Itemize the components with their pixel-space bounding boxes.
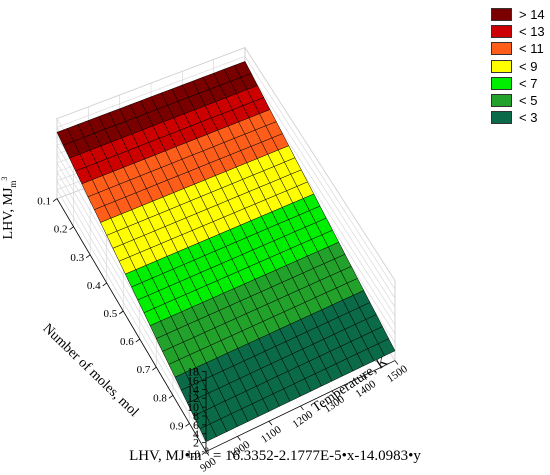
- y-tick-label: 0.1: [37, 196, 51, 208]
- y-tick-label: 0.4: [87, 280, 101, 292]
- legend-item: < 3: [491, 109, 545, 126]
- legend-item: < 7: [491, 75, 545, 92]
- y-tick-label: 0.6: [120, 336, 134, 348]
- x-tick-0: [205, 451, 210, 456]
- y-tick-label: 0.9: [170, 420, 184, 432]
- legend-label: > 14: [519, 7, 545, 23]
- x-tick-label: 1100: [259, 423, 284, 445]
- legend-swatch: [491, 111, 512, 125]
- legend-swatch: [491, 59, 512, 73]
- z-tick-label: 18: [187, 365, 199, 379]
- y-tick-0: [52, 198, 58, 202]
- y-tick-label: 1.0: [186, 449, 200, 461]
- y-tick-6: [152, 366, 157, 371]
- y-tick-label: 0.3: [70, 252, 84, 264]
- y-tick-9: [201, 451, 207, 455]
- x-tick-1: [237, 436, 241, 441]
- equation-superscript: -3: [201, 446, 210, 456]
- equation-body: = 16.3352-2.1777E-5•x-14.0983•y: [209, 448, 421, 464]
- y-tick-label: 0.7: [137, 364, 151, 376]
- z-tick-label: 4: [193, 427, 199, 441]
- legend-label: < 13: [519, 24, 545, 40]
- surface: [56, 61, 396, 443]
- z-tick-label: 16: [187, 373, 199, 387]
- y-tick-label: 0.5: [103, 308, 117, 320]
- y-tick-2: [85, 254, 91, 259]
- legend-item: < 5: [491, 92, 545, 109]
- legend-swatch: [491, 42, 512, 56]
- z-axis-title: LHV, MJm3: [0, 177, 18, 240]
- z-tick-label: 12: [187, 391, 199, 405]
- legend-swatch: [491, 25, 512, 39]
- y-tick-3: [102, 282, 107, 287]
- y-tick-1: [69, 226, 74, 230]
- legend-item: > 14: [491, 6, 545, 23]
- legend: > 14 < 13 < 11 < 9 < 7 < 5 < 3: [491, 6, 545, 126]
- y-tick-label: 0.8: [153, 392, 167, 404]
- z-tick-label: 2: [193, 436, 199, 450]
- z-tick-label: 6: [193, 418, 199, 432]
- legend-item: < 13: [491, 23, 545, 40]
- regression-equation: LHV, MJ•m-3 = 16.3352-2.1777E-5•x-14.098…: [0, 446, 550, 465]
- legend-label: < 3: [519, 110, 538, 126]
- x-tick-5: [363, 375, 367, 380]
- legend-item: < 11: [491, 40, 545, 57]
- x-tick-label: 1200: [290, 408, 315, 431]
- y-axis-line: [56, 198, 207, 452]
- z-tick-label: 8: [193, 409, 199, 423]
- legend-label: < 11: [519, 41, 544, 57]
- z-tick-label: 14: [187, 382, 199, 396]
- y-tick-4: [118, 310, 124, 315]
- legend-swatch: [491, 94, 512, 108]
- legend-label: < 7: [519, 75, 538, 91]
- y-tick-5: [135, 338, 141, 343]
- legend-swatch: [491, 76, 512, 90]
- legend-label: < 5: [519, 93, 538, 109]
- surface-cell: [377, 338, 396, 357]
- legend-swatch: [491, 8, 512, 22]
- legend-item: < 9: [491, 58, 545, 75]
- x-tick-2: [268, 420, 273, 426]
- equation-prefix: LHV, MJ•m: [129, 448, 202, 464]
- x-tick-3: [300, 405, 304, 411]
- x-tick-6: [394, 360, 399, 365]
- x-tick-4: [331, 390, 336, 396]
- y-tick-8: [185, 423, 190, 427]
- y-tick-label: 0.2: [54, 224, 68, 236]
- y-tick-7: [168, 395, 174, 399]
- legend-label: < 9: [519, 58, 538, 74]
- z-tick-label: 10: [187, 400, 199, 414]
